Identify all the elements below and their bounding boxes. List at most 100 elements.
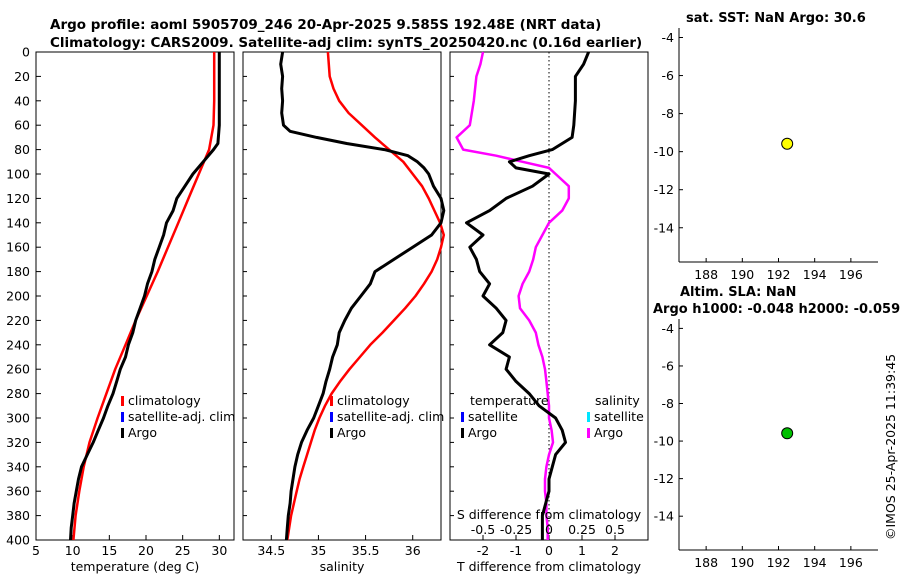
sla-map-xtick-label: 192 — [767, 555, 791, 570]
difference-legend-salinity-argo-swatch — [587, 428, 590, 438]
difference-top-xtick-label: -0.25 — [500, 522, 532, 537]
temperature-xlabel: temperature (deg C) — [71, 559, 200, 574]
difference-xlabel: T difference from climatology — [456, 559, 642, 574]
salinity-legend-argo-swatch — [330, 428, 333, 438]
sst-map-argo-point — [781, 137, 794, 150]
temperature-ytick-label: 120 — [6, 191, 30, 206]
sst-map-xtick-label: 192 — [767, 267, 791, 282]
salinity-legend-climatology-label: climatology — [337, 393, 410, 408]
difference-top-xtick-label: -0.5 — [471, 522, 495, 537]
sla-map-xtick-label: 196 — [839, 555, 863, 570]
salinity-axes-frame — [242, 51, 442, 541]
salinity-legend-climatology-swatch — [330, 396, 333, 406]
sla-map-ytick-label: -4 — [662, 321, 675, 336]
temperature-ytick-label: 40 — [14, 93, 30, 108]
temperature-ytick-label: 140 — [6, 215, 30, 230]
difference-xtick-label: -2 — [477, 543, 489, 558]
temperature-xtick-label: 20 — [138, 543, 154, 558]
sla-map-ytick-label: -14 — [654, 509, 674, 524]
sla-map-ytick-label: -10 — [654, 434, 674, 449]
temperature-legend-satellite-swatch — [121, 412, 124, 422]
temperature-ytick-label: 200 — [6, 289, 30, 304]
salinity-climatology-line — [286, 51, 446, 541]
difference-legend-salinity-title: salinity — [595, 393, 640, 408]
difference-top-xtick-label: 0.5 — [605, 522, 625, 537]
salinity-legend-satellite-label: satellite-adj. clim — [337, 409, 444, 424]
difference-legend-temperature-satellite-swatch — [461, 412, 464, 422]
sla-map-argo-point — [781, 427, 794, 440]
temperature-xtick-label: 30 — [211, 543, 227, 558]
temperature-ytick-label: 280 — [6, 386, 30, 401]
difference-top-xtick-label: 0.25 — [568, 522, 596, 537]
sst-map-xtick-label: 188 — [694, 267, 718, 282]
temperature-ytick-label: 60 — [14, 118, 30, 133]
temperature-ytick-label: 20 — [14, 69, 30, 84]
figure-title-line2: Climatology: CARS2009. Satellite-adj cli… — [50, 35, 642, 51]
salinity-argo-line — [279, 51, 446, 541]
temperature-ytick-label: 240 — [6, 337, 30, 352]
salinity-legend-argo-label: Argo — [337, 425, 366, 440]
sst-map-ytick-label: -10 — [654, 144, 674, 159]
sst-map-xtick-label: 190 — [730, 267, 754, 282]
sla-map-title: Altim. SLA: NaN — [680, 285, 796, 300]
difference-temperature-argo-line — [465, 51, 590, 540]
sst-map-ytick-label: -4 — [662, 30, 675, 45]
difference-legend-temperature-argo-label: Argo — [468, 425, 497, 440]
difference-xtick-label: 0 — [545, 543, 553, 558]
difference-legend-salinity-argo-label: Argo — [594, 425, 623, 440]
sla-map-ytick-label: -12 — [654, 471, 674, 486]
salinity-legend-satellite-swatch — [330, 412, 333, 422]
temperature-ytick-label: 80 — [14, 142, 30, 157]
temperature-legend-argo-swatch — [121, 428, 124, 438]
sst-map-panel: 188 190 192 194 196 -4 -6 -8 -10 -12 -14 — [654, 28, 878, 282]
temperature-ytick-label: 0 — [22, 45, 30, 60]
temperature-ytick-label: 300 — [6, 411, 30, 426]
temperature-xtick-label: 5 — [32, 543, 40, 558]
salinity-xlabel: salinity — [320, 559, 365, 574]
temperature-argo-line — [69, 52, 221, 541]
temperature-ytick-label: 160 — [6, 240, 30, 255]
sla-map-argo-heights: Argo h1000: -0.048 h2000: -0.059 — [653, 302, 900, 317]
salinity-xtick-label: 35.5 — [352, 543, 380, 558]
temperature-legend-argo-label: Argo — [128, 425, 157, 440]
difference-panel: -2 -1 0 1 2T difference from climatology S di… — [449, 51, 649, 574]
sst-map-ytick-label: -12 — [654, 182, 674, 197]
difference-xtick-label: -1 — [510, 543, 522, 558]
sla-map-ytick-label: -6 — [662, 358, 675, 373]
difference-xtick-label: 1 — [578, 543, 586, 558]
difference-top-xtick-label: 0 — [545, 522, 553, 537]
difference-legend-temperature-satellite-label: satellite — [468, 409, 518, 424]
salinity-xtick-label: 35 — [310, 543, 326, 558]
temperature-axes-frame — [35, 51, 235, 541]
temperature-legend-climatology-label: climatology — [128, 393, 201, 408]
difference-xtick-label: 2 — [611, 543, 619, 558]
temperature-xtick-label: 10 — [65, 543, 81, 558]
sla-map-xtick-label: 194 — [803, 555, 827, 570]
temperature-ytick-label: 100 — [6, 167, 30, 182]
temperature-ytick-label: 360 — [6, 484, 30, 499]
difference-top-xlabel: S difference from climatology — [457, 507, 642, 522]
temperature-ytick-label: 340 — [6, 459, 30, 474]
difference-salinity-argo-line — [455, 51, 571, 540]
temperature-ytick-label: 400 — [6, 533, 30, 548]
sst-map-title: sat. SST: NaN Argo: 30.6 — [686, 11, 866, 26]
difference-legend-salinity-satellite-label: satellite — [594, 409, 644, 424]
imos-timestamp: ©IMOS 25-Apr-2025 11:39:45 — [883, 354, 898, 540]
salinity-xtick-label: 36 — [405, 543, 421, 558]
sla-map-ytick-label: -8 — [662, 396, 675, 411]
difference-legend-temperature-argo-swatch — [461, 428, 464, 438]
figure-title-line1: Argo profile: aoml 5905709_246 20-Apr-20… — [50, 17, 601, 33]
sst-map-ytick-label: -14 — [654, 220, 674, 235]
sla-map-xtick-label: 188 — [694, 555, 718, 570]
sst-map-ytick-label: -8 — [662, 106, 675, 121]
salinity-xtick-label: 34.5 — [257, 543, 285, 558]
difference-legend-salinity-satellite-swatch — [587, 412, 590, 422]
temperature-legend-climatology-swatch — [121, 396, 124, 406]
salinity-panel: 34.5 35 35.5 36 salinity climatologysatellite… — [242, 51, 446, 574]
sst-map-ytick-label: -6 — [662, 68, 675, 83]
sla-map-xtick-label: 190 — [730, 555, 754, 570]
temperature-legend-satellite-label: satellite-adj. clim — [128, 409, 235, 424]
temperature-xtick-label: 25 — [175, 543, 191, 558]
temperature-ytick-label: 260 — [6, 362, 30, 377]
